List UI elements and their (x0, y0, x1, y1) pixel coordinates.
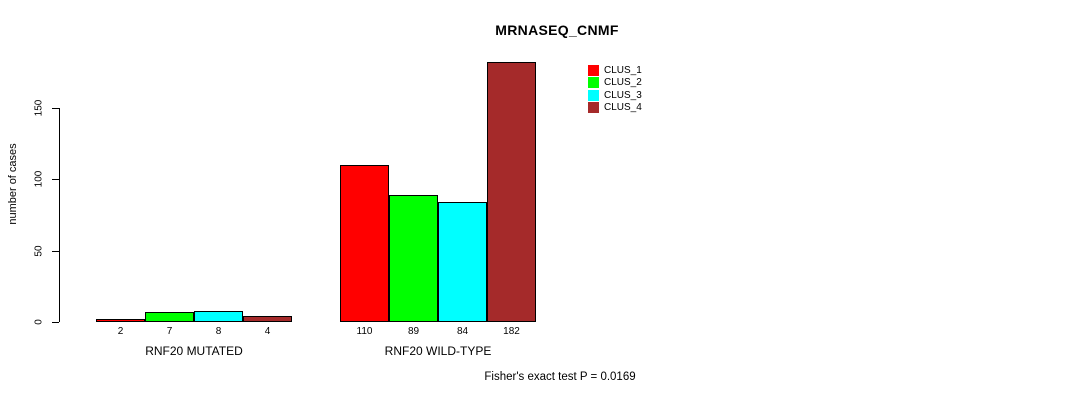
bar-clus_1-rnf20-mutated (96, 319, 145, 322)
legend-swatch-icon (588, 64, 599, 76)
bar-value-label: 110 (356, 326, 373, 337)
bar-clus_3-rnf20-mutated (194, 311, 243, 322)
y-tick-label: 50 (33, 245, 45, 257)
legend-swatch-icon (588, 77, 599, 89)
y-tick-mark (52, 322, 59, 323)
bar-value-label: 182 (503, 326, 520, 337)
pvalue-annotation: Fisher's exact test P = 0.0169 (484, 371, 636, 383)
bar-value-label: 4 (264, 326, 271, 337)
legend-label: CLUS_1 (604, 64, 642, 76)
bar-value-label: 2 (117, 326, 124, 337)
legend-label: CLUS_2 (604, 77, 642, 89)
x-group-label: RNF20 MUTATED (145, 344, 243, 358)
y-axis-line (59, 108, 60, 322)
legend-item-clus_1: CLUS_1 (588, 64, 642, 77)
bar-clus_1-rnf20-wild-type (340, 165, 389, 322)
legend-item-clus_4: CLUS_4 (588, 102, 642, 115)
bar-clus_4-rnf20-wild-type (487, 62, 536, 322)
y-tick-mark (52, 251, 59, 252)
legend-item-clus_2: CLUS_2 (588, 77, 642, 90)
bar-value-label: 7 (166, 326, 173, 337)
bar-clus_3-rnf20-wild-type (438, 202, 487, 322)
legend-label: CLUS_3 (604, 89, 642, 101)
bar-value-label: 8 (215, 326, 222, 337)
legend-swatch-icon (588, 89, 599, 101)
y-tick-mark (52, 108, 59, 109)
bar-clus_2-rnf20-wild-type (389, 195, 438, 322)
y-tick-label: 0 (33, 319, 45, 325)
legend-swatch-icon (588, 102, 599, 114)
legend-item-clus_3: CLUS_3 (588, 89, 642, 102)
y-tick-label: 150 (33, 99, 45, 117)
chart-title: MRNASEQ_CNMF (495, 22, 619, 38)
y-tick-label: 100 (33, 170, 45, 188)
bar-clus_2-rnf20-mutated (145, 312, 194, 322)
y-tick-mark (52, 179, 59, 180)
bar-value-label: 84 (456, 326, 469, 337)
legend: CLUS_1 CLUS_2 CLUS_3 CLUS_4 (588, 64, 642, 114)
x-group-label: RNF20 WILD-TYPE (384, 344, 492, 358)
bar-value-label: 89 (407, 326, 420, 337)
bar-clus_4-rnf20-mutated (243, 316, 292, 322)
legend-label: CLUS_4 (604, 102, 642, 114)
